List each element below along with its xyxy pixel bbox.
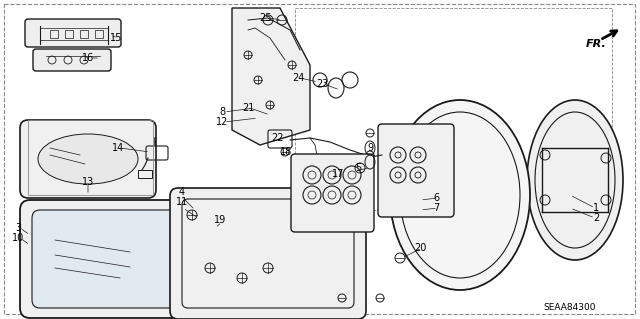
Text: 12: 12 xyxy=(216,117,228,127)
FancyBboxPatch shape xyxy=(20,120,156,198)
Bar xyxy=(138,170,152,178)
Text: 13: 13 xyxy=(82,177,94,187)
Text: SEAA84300: SEAA84300 xyxy=(544,303,596,313)
FancyBboxPatch shape xyxy=(291,154,374,232)
Text: 23: 23 xyxy=(316,79,328,89)
Text: 8: 8 xyxy=(219,107,225,117)
Bar xyxy=(28,120,153,195)
Text: 15: 15 xyxy=(110,33,122,43)
Text: 20: 20 xyxy=(414,243,426,253)
Text: 25: 25 xyxy=(260,13,272,23)
Text: 19: 19 xyxy=(214,215,226,225)
Text: 1: 1 xyxy=(593,203,599,213)
Bar xyxy=(50,30,58,38)
Text: 6: 6 xyxy=(433,193,439,203)
FancyBboxPatch shape xyxy=(170,188,366,319)
Text: 16: 16 xyxy=(82,53,94,63)
Bar xyxy=(80,30,88,38)
Bar xyxy=(95,30,103,38)
Text: 7: 7 xyxy=(433,203,439,213)
Text: 4: 4 xyxy=(179,187,185,197)
Ellipse shape xyxy=(38,134,138,184)
Bar xyxy=(65,30,73,38)
Text: 17: 17 xyxy=(332,169,344,179)
Text: 9: 9 xyxy=(367,143,373,153)
FancyBboxPatch shape xyxy=(33,49,111,71)
Text: 11: 11 xyxy=(176,197,188,207)
Text: 21: 21 xyxy=(242,103,254,113)
Ellipse shape xyxy=(390,100,530,290)
Text: 5: 5 xyxy=(355,163,361,173)
FancyBboxPatch shape xyxy=(20,200,210,318)
FancyBboxPatch shape xyxy=(25,19,121,47)
Text: 14: 14 xyxy=(112,143,124,153)
Ellipse shape xyxy=(527,100,623,260)
Polygon shape xyxy=(232,8,310,145)
Text: 2: 2 xyxy=(593,213,599,223)
FancyBboxPatch shape xyxy=(32,210,198,308)
Text: FR.: FR. xyxy=(586,39,606,49)
Text: 24: 24 xyxy=(292,73,304,83)
Text: 18: 18 xyxy=(280,147,292,157)
Text: 3: 3 xyxy=(15,223,21,233)
Text: 10: 10 xyxy=(12,233,24,243)
FancyBboxPatch shape xyxy=(378,124,454,217)
Text: 22: 22 xyxy=(272,133,284,143)
